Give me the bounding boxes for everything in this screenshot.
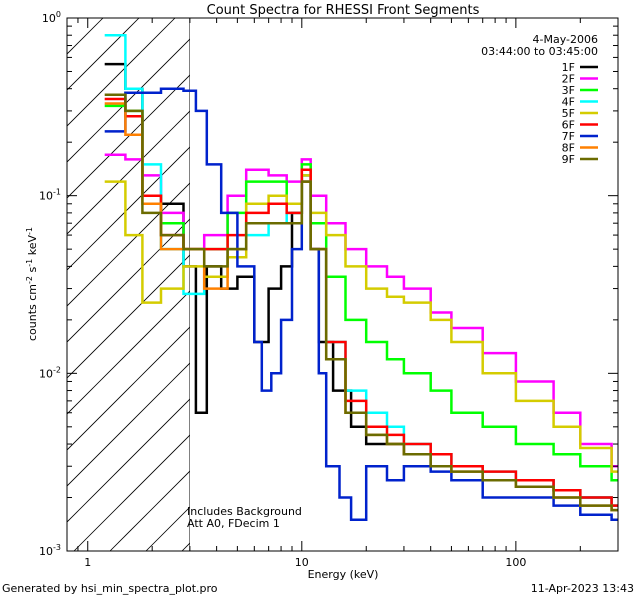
legend-label-6F: 6F [562, 119, 575, 132]
hatch-line [67, 398, 190, 523]
hatch-line [67, 182, 190, 307]
footer-timestamp: 11-Apr-2023 13:43 [530, 582, 634, 595]
footer-generated-by: Generated by hsi_min_spectra_plot.pro [2, 582, 218, 595]
x-tick-label: 1 [84, 556, 91, 569]
annotation-attenuator: Att A0, FDecim 1 [187, 517, 280, 530]
hatch-line [67, 326, 190, 451]
date-label: 4-May-2006 [533, 33, 598, 46]
hatch-line [73, 434, 190, 551]
legend-label-4F: 4F [562, 96, 575, 109]
chart-title: Count Spectra for RHESSI Front Segments [207, 3, 480, 18]
legend-label-8F: 8F [562, 142, 575, 155]
series-3F-line [104, 104, 618, 482]
y-tick-label: 100 [42, 10, 61, 25]
y-axis-label-sup2: -1 [25, 259, 34, 267]
legend-label-5F: 5F [562, 107, 575, 120]
series-8F-line [104, 102, 618, 512]
series-9F-line [104, 93, 618, 512]
series-5F-line [104, 174, 618, 473]
chart: Count Spectra for RHESSI Front Segments … [25, 3, 619, 580]
legend-label-9F: 9F [562, 153, 575, 166]
x-tick-label: 100 [505, 556, 526, 569]
series-2F-line [104, 153, 618, 468]
y-axis-label-sup3: -1 [25, 227, 34, 235]
x-axis: 1 10 100 [66, 18, 619, 569]
legend-label-1F: 1F [562, 61, 575, 74]
series-4F-line [104, 33, 618, 507]
y-axis-label-main: counts cm [26, 284, 39, 341]
plot-frame [66, 17, 619, 552]
x-tick-label: 10 [295, 556, 309, 569]
series-layer [104, 33, 618, 521]
legend-label-7F: 7F [562, 130, 575, 143]
legend-label-2F: 2F [562, 73, 575, 86]
y-tick-label: 10-2 [39, 365, 61, 380]
hatch-line [67, 218, 190, 343]
hatch-line [67, 362, 190, 487]
series-7F-line [104, 87, 618, 521]
y-axis-label-sup1: -2 [25, 276, 34, 284]
y-axis-label-mid: s [26, 266, 39, 275]
y-tick-label: 10-1 [39, 188, 61, 203]
hatch-line [67, 18, 176, 127]
annotation-background: Includes Background [187, 505, 302, 518]
time-range-label: 03:44:00 to 03:45:00 [481, 45, 598, 58]
hatch-line [67, 18, 104, 55]
series-1F-line [104, 62, 618, 507]
hatch-line [67, 74, 190, 199]
x-axis-label: Energy (keV) [308, 568, 379, 580]
hatch-line [67, 254, 190, 379]
legend-label-3F: 3F [562, 84, 575, 97]
y-axis: 100 10-1 10-2 10-3 [39, 10, 618, 558]
y-axis-label: counts cm-2 s-1 keV-1 [25, 227, 39, 341]
hatch-line [67, 146, 190, 271]
hatch-line [67, 290, 190, 415]
y-tick-label: 10-3 [39, 543, 61, 558]
y-axis-label-end: keV [26, 235, 39, 259]
